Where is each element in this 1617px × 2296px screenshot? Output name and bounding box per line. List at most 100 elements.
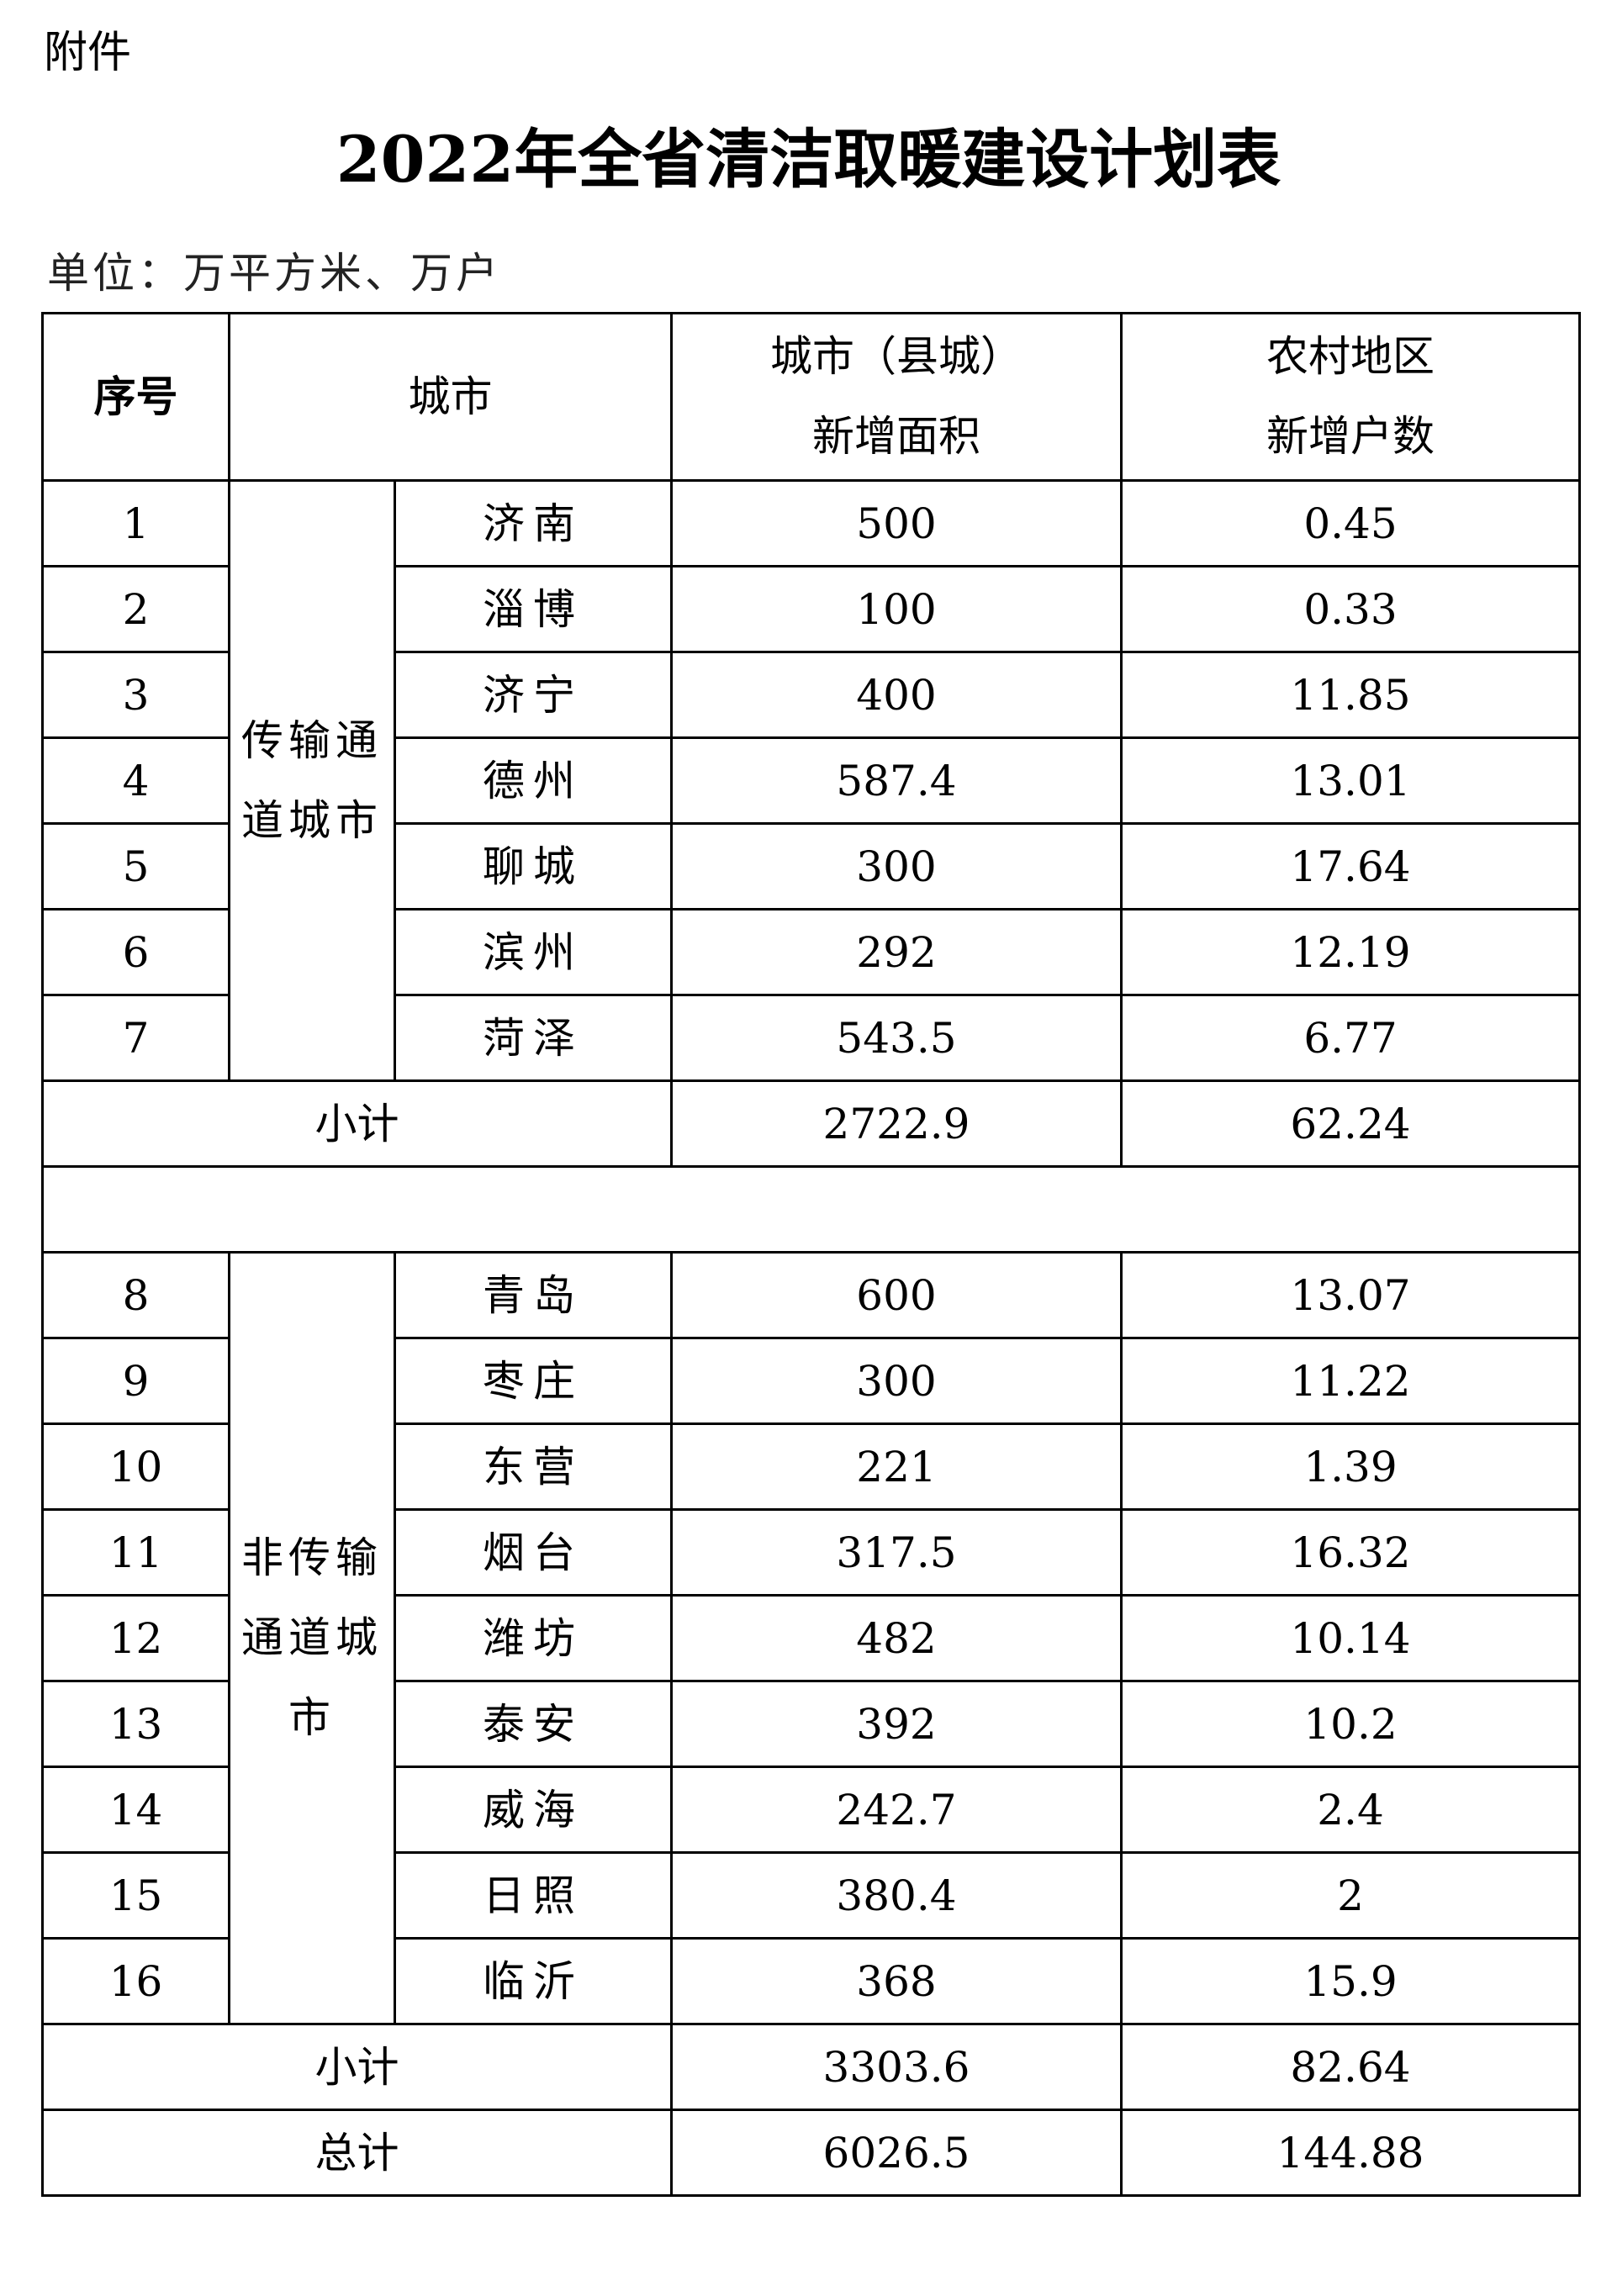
total-households: 144.88 — [1120, 2109, 1581, 2197]
area-cell: 292 — [670, 908, 1123, 996]
city-cell: 滨州 — [394, 908, 673, 996]
seq-cell: 7 — [41, 994, 230, 1082]
seq-cell: 1 — [41, 479, 230, 567]
seq-cell: 9 — [41, 1337, 230, 1425]
seq-cell: 4 — [41, 736, 230, 825]
table-row: 7 菏泽 543.5 6.77 — [41, 994, 1581, 1082]
city-cell: 青岛 — [394, 1251, 673, 1339]
subtotal-households: 82.64 — [1120, 2023, 1581, 2111]
households-cell: 13.07 — [1120, 1251, 1581, 1339]
table-row: 8 非传输通道城市 青岛 600 13.07 — [41, 1251, 1581, 2025]
city-cell: 东营 — [394, 1422, 673, 1511]
households-cell: 10.14 — [1120, 1594, 1581, 1682]
city-cell: 枣庄 — [394, 1337, 673, 1425]
table-row: 2 淄博 100 0.33 — [41, 565, 1581, 653]
header-city: 城市 — [228, 312, 673, 482]
group-name-cell: 传输通道城市 — [228, 479, 396, 1082]
table-row: 12 潍坊 482 10.14 — [41, 1594, 1581, 1682]
area-cell: 482 — [670, 1594, 1123, 1682]
table-row: 9 枣庄 300 11.22 — [41, 1337, 1581, 1425]
header-urban-area-line2: 新增面积 — [812, 412, 980, 461]
table-row: 4 德州 587.4 13.01 — [41, 736, 1581, 825]
subtotal-row: 小计 2722.9 62.24 — [41, 1079, 1581, 1168]
area-cell: 392 — [670, 1680, 1123, 1768]
page-title: 2022年全省清洁取暖建设计划表 — [336, 122, 1281, 197]
table-row: 15 日照 380.4 2 — [41, 1851, 1581, 1940]
seq-cell: 8 — [41, 1251, 230, 1339]
unit-note: 单位：万平方米、万户 — [47, 249, 501, 298]
header-rural-line1: 农村地区 — [1266, 332, 1435, 381]
area-cell: 600 — [670, 1251, 1123, 1339]
city-cell: 潍坊 — [394, 1594, 673, 1682]
area-cell: 543.5 — [670, 994, 1123, 1082]
subtotal-row: 小计 3303.6 82.64 — [41, 2023, 1581, 2111]
area-cell: 500 — [670, 479, 1123, 567]
households-cell: 11.85 — [1120, 651, 1581, 739]
households-cell: 0.45 — [1120, 479, 1581, 567]
area-cell: 100 — [670, 565, 1123, 653]
city-cell: 聊城 — [394, 822, 673, 910]
households-cell: 16.32 — [1120, 1508, 1581, 1597]
table-row: 5 聊城 300 17.64 — [41, 822, 1581, 910]
city-cell: 德州 — [394, 736, 673, 825]
header-urban-area: 城市（县城） 新增面积 — [670, 312, 1123, 482]
blank-cell — [41, 1165, 1581, 1254]
total-label: 总计 — [41, 2109, 673, 2197]
city-cell: 日照 — [394, 1851, 673, 1940]
city-cell: 淄博 — [394, 565, 673, 653]
total-row: 总计 6026.5 144.88 — [41, 2109, 1581, 2197]
households-cell: 0.33 — [1120, 565, 1581, 653]
city-cell: 威海 — [394, 1766, 673, 1854]
seq-cell: 10 — [41, 1422, 230, 1511]
area-cell: 400 — [670, 651, 1123, 739]
table-row: 11 烟台 317.5 16.32 — [41, 1508, 1581, 1597]
header-rural: 农村地区 新增户数 — [1120, 312, 1581, 482]
households-cell: 10.2 — [1120, 1680, 1581, 1768]
attachment-label: 附件 — [44, 28, 132, 78]
households-cell: 2.4 — [1120, 1766, 1581, 1854]
households-cell: 12.19 — [1120, 908, 1581, 996]
households-cell: 17.64 — [1120, 822, 1581, 910]
households-cell: 1.39 — [1120, 1422, 1581, 1511]
area-cell: 221 — [670, 1422, 1123, 1511]
table-row: 10 东营 221 1.39 — [41, 1422, 1581, 1511]
area-cell: 587.4 — [670, 736, 1123, 825]
households-cell: 6.77 — [1120, 994, 1581, 1082]
seq-cell: 14 — [41, 1766, 230, 1854]
area-cell: 380.4 — [670, 1851, 1123, 1940]
table-row: 3 济宁 400 11.85 — [41, 651, 1581, 739]
city-cell: 烟台 — [394, 1508, 673, 1597]
header-urban-area-line1: 城市（县城） — [770, 332, 1023, 381]
area-cell: 300 — [670, 1337, 1123, 1425]
households-cell: 2 — [1120, 1851, 1581, 1940]
blank-separator-row — [41, 1165, 1581, 1254]
city-cell: 济南 — [394, 479, 673, 567]
seq-cell: 3 — [41, 651, 230, 739]
table-row: 16 临沂 368 15.9 — [41, 1937, 1581, 2025]
seq-cell: 13 — [41, 1680, 230, 1768]
households-cell: 15.9 — [1120, 1937, 1581, 2025]
city-cell: 泰安 — [394, 1680, 673, 1768]
table-row: 14 威海 242.7 2.4 — [41, 1766, 1581, 1854]
subtotal-households: 62.24 — [1120, 1079, 1581, 1168]
city-cell: 济宁 — [394, 651, 673, 739]
table-row: 6 滨州 292 12.19 — [41, 908, 1581, 996]
subtotal-label: 小计 — [41, 2023, 673, 2111]
header-seq: 序号 — [41, 312, 230, 482]
seq-cell: 6 — [41, 908, 230, 996]
area-cell: 300 — [670, 822, 1123, 910]
area-cell: 317.5 — [670, 1508, 1123, 1597]
seq-cell: 15 — [41, 1851, 230, 1940]
households-cell: 13.01 — [1120, 736, 1581, 825]
area-cell: 242.7 — [670, 1766, 1123, 1854]
table-row: 1 传输通道城市 济南 500 0.45 — [41, 479, 1581, 1082]
table-row: 13 泰安 392 10.2 — [41, 1680, 1581, 1768]
seq-cell: 2 — [41, 565, 230, 653]
seq-cell: 12 — [41, 1594, 230, 1682]
total-area: 6026.5 — [670, 2109, 1123, 2197]
plan-table: 序号 城市 城市（县城） 新增面积 农村地区新增户数 1 传输通道城市 济南 500 0.… — [41, 312, 1581, 2197]
seq-cell: 5 — [41, 822, 230, 910]
households-cell: 11.22 — [1120, 1337, 1581, 1425]
header-rural-line2: 新增户数 — [1266, 412, 1435, 461]
subtotal-area: 3303.6 — [670, 2023, 1123, 2111]
